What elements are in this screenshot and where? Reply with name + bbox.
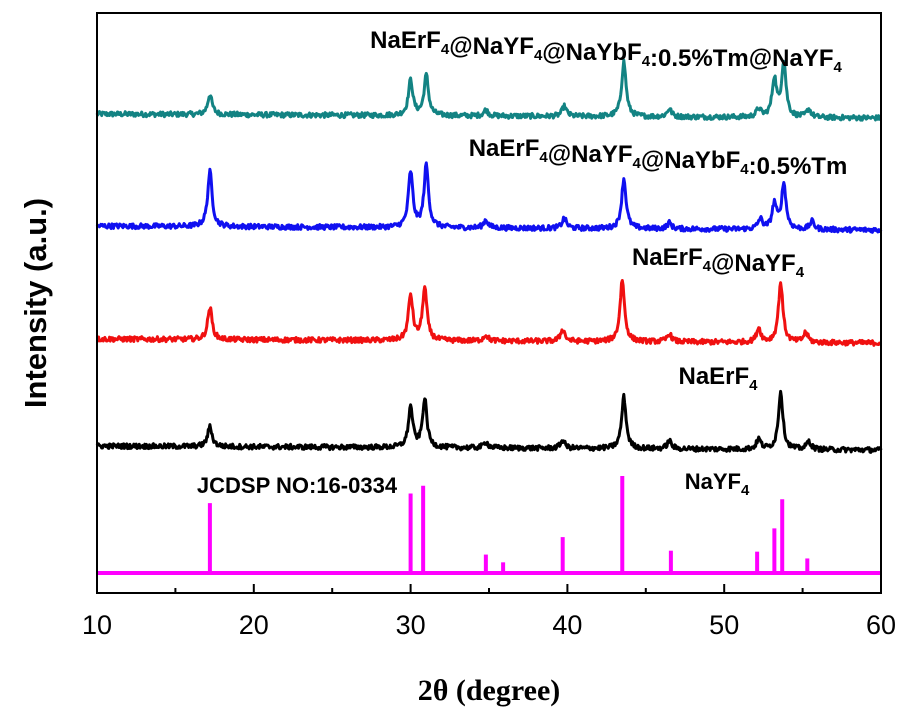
series-label-part: 4	[703, 258, 712, 275]
series-label-part: :0.5%Tm	[749, 153, 848, 180]
series-label-part: @NaYbF	[641, 147, 740, 174]
series-label-part: @NaYF	[548, 141, 633, 168]
x-tick-label-60: 60	[866, 610, 896, 640]
series-label-part: :0.5%Tm@NaYF	[650, 45, 833, 72]
x-axis: 10 20 30 40 50 60	[82, 584, 896, 640]
series-line-2	[95, 161, 883, 234]
series-labels: NaErF4@NaYF4@NaYbF4:0.5%Tm@NaYF4NaErF4@N…	[197, 27, 847, 499]
y-axis-title: Intensity (a.u.)	[18, 198, 53, 408]
series-label-1: NaErF4@NaYF4@NaYbF4:0.5%Tm@NaYF4	[370, 27, 842, 76]
reference-pattern	[97, 476, 881, 575]
series-label-4: NaErF4	[678, 363, 758, 394]
series-line-4	[95, 389, 883, 454]
x-tick-label-10: 10	[82, 610, 112, 640]
series-label-part: NaErF	[678, 363, 749, 390]
series-label-part: 4	[441, 41, 450, 58]
series-label-3: NaErF4@NaYF4	[632, 244, 805, 281]
reference-name-part: NaYF	[685, 469, 741, 494]
series-label-part: 4	[740, 161, 749, 178]
x-tick-label-20: 20	[239, 610, 269, 640]
x-tick-label-30: 30	[396, 610, 426, 640]
series-label-part: NaErF	[469, 135, 540, 162]
series-label-part: NaErF	[370, 27, 441, 54]
reference-name-part: 4	[741, 482, 750, 499]
series-label-part: 4	[749, 377, 758, 394]
reference-card-label: JCDSP NO:16-0334	[197, 473, 398, 498]
reference-name-label: NaYF4	[685, 469, 750, 499]
series-label-part: 4	[539, 149, 548, 166]
series-label-part: 4	[834, 59, 843, 76]
series-label-part: 4	[796, 264, 805, 281]
series-label-part: 4	[534, 47, 543, 64]
x-tick-label-50: 50	[709, 610, 739, 640]
series-label-part: @NaYF	[711, 250, 796, 277]
x-axis-title: 2θ (degree)	[418, 674, 561, 707]
series-label-2: NaErF4@NaYF4@NaYbF4:0.5%Tm	[469, 135, 848, 180]
series-line-1	[95, 58, 883, 122]
series-label-part: 4	[632, 155, 641, 172]
series-layer	[95, 58, 883, 454]
plot-frame	[96, 12, 882, 594]
series-label-part: 4	[642, 53, 651, 70]
series-line-3	[95, 279, 882, 347]
x-tick-label-40: 40	[552, 610, 582, 640]
series-label-part: @NaYF	[449, 33, 534, 60]
series-label-part: NaErF	[632, 244, 703, 271]
series-label-part: @NaYbF	[542, 39, 641, 66]
